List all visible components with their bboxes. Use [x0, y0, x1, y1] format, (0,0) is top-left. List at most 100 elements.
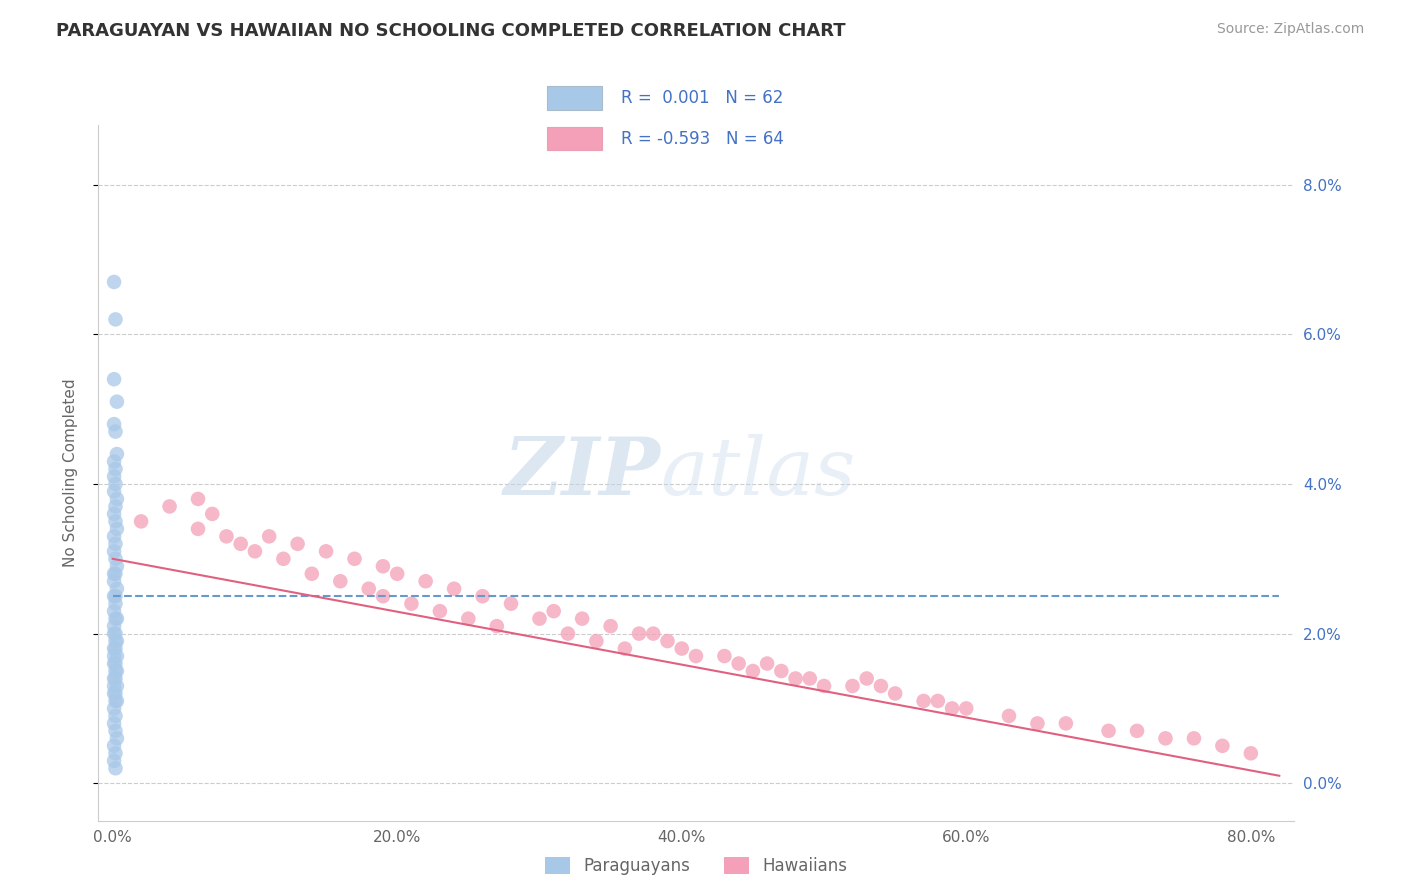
Point: [187, 491, 209, 506]
Point: [104, 641, 127, 656]
Point: [104, 709, 127, 723]
Point: [315, 544, 337, 558]
Point: [103, 529, 125, 543]
Point: [628, 626, 651, 640]
Point: [103, 619, 125, 633]
Point: [103, 686, 125, 700]
Point: [105, 394, 128, 409]
Point: [104, 589, 127, 603]
Point: [485, 619, 508, 633]
Point: [104, 312, 127, 326]
Text: atlas: atlas: [661, 434, 855, 511]
Point: [103, 648, 125, 663]
Point: [955, 701, 977, 715]
Point: [103, 275, 125, 289]
Point: [103, 589, 125, 603]
Point: [756, 657, 779, 671]
Point: [870, 679, 893, 693]
Point: [799, 672, 821, 686]
Point: [104, 500, 127, 514]
Point: [401, 597, 423, 611]
Point: [104, 551, 127, 566]
Point: [855, 672, 877, 686]
Point: [103, 469, 125, 483]
Point: [557, 626, 579, 640]
Point: [499, 597, 522, 611]
Point: [104, 626, 127, 640]
Point: [927, 694, 949, 708]
Point: [103, 417, 125, 431]
Point: [841, 679, 863, 693]
Point: [301, 566, 323, 581]
Point: [103, 716, 125, 731]
Text: PARAGUAYAN VS HAWAIIAN NO SCHOOLING COMPLETED CORRELATION CHART: PARAGUAYAN VS HAWAIIAN NO SCHOOLING COMP…: [56, 22, 846, 40]
Point: [1211, 739, 1233, 753]
Text: R = -0.593   N = 64: R = -0.593 N = 64: [621, 129, 783, 147]
Point: [103, 641, 125, 656]
Point: [105, 694, 128, 708]
Point: [103, 372, 125, 386]
Point: [104, 537, 127, 551]
Point: [1240, 747, 1263, 761]
Point: [104, 515, 127, 529]
Point: [657, 634, 679, 648]
Point: [104, 612, 127, 626]
Point: [159, 500, 181, 514]
Point: [457, 612, 479, 626]
Point: [103, 626, 125, 640]
Text: Source: ZipAtlas.com: Source: ZipAtlas.com: [1216, 22, 1364, 37]
Point: [571, 612, 593, 626]
Point: [103, 454, 125, 468]
Point: [104, 566, 127, 581]
Point: [104, 462, 127, 476]
Legend: Paraguayans, Hawaiians: Paraguayans, Hawaiians: [538, 850, 853, 882]
Point: [105, 634, 128, 648]
Point: [229, 537, 252, 551]
Point: [105, 731, 128, 746]
Point: [599, 619, 621, 633]
Point: [713, 648, 735, 663]
Point: [613, 641, 636, 656]
Point: [103, 701, 125, 715]
Point: [103, 754, 125, 768]
Point: [998, 709, 1021, 723]
Point: [104, 634, 127, 648]
Point: [104, 694, 127, 708]
Point: [105, 559, 128, 574]
Point: [104, 597, 127, 611]
Point: [104, 723, 127, 738]
Point: [104, 664, 127, 678]
Point: [443, 582, 465, 596]
Point: [727, 657, 749, 671]
Point: [104, 686, 127, 700]
Text: R =  0.001   N = 62: R = 0.001 N = 62: [621, 89, 783, 107]
Point: [187, 522, 209, 536]
Point: [105, 664, 128, 678]
Point: [103, 657, 125, 671]
Point: [105, 679, 128, 693]
Point: [415, 574, 437, 589]
Point: [104, 425, 127, 439]
Point: [103, 544, 125, 558]
Point: [1126, 723, 1149, 738]
Point: [529, 612, 551, 626]
Y-axis label: No Schooling Completed: No Schooling Completed: [63, 378, 77, 567]
Point: [643, 626, 665, 640]
Point: [104, 477, 127, 491]
Point: [257, 529, 280, 543]
Point: [371, 559, 394, 574]
Point: [685, 648, 707, 663]
Point: [671, 641, 693, 656]
Point: [273, 551, 295, 566]
Point: [357, 582, 380, 596]
Point: [105, 522, 128, 536]
Point: [1097, 723, 1119, 738]
Point: [371, 589, 394, 603]
Point: [103, 566, 125, 581]
Bar: [547, 127, 602, 151]
Point: [243, 544, 266, 558]
Point: [103, 507, 125, 521]
Point: [343, 551, 366, 566]
Point: [103, 739, 125, 753]
Point: [103, 574, 125, 589]
